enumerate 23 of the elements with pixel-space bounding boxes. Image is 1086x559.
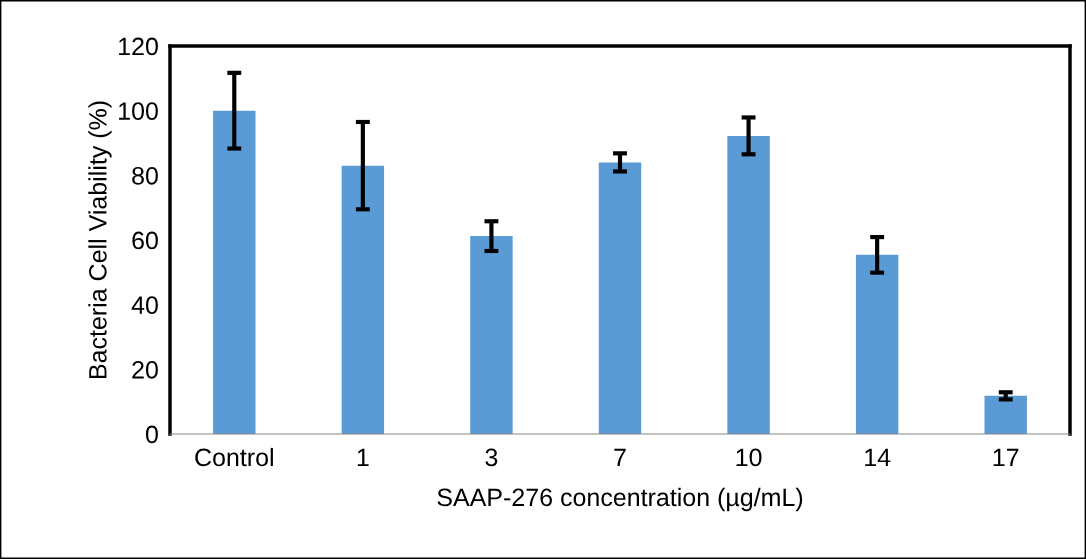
y-tick-label: 100 [119, 102, 158, 120]
y-tick-label: 80 [132, 166, 158, 185]
bar [213, 110, 256, 434]
bar [727, 135, 770, 434]
bar [598, 162, 642, 434]
x-tick-label: 14 [865, 448, 891, 467]
y-tick-label: 20 [132, 360, 158, 379]
x-tick-label: 10 [736, 448, 762, 467]
x-tick-label: 17 [993, 448, 1019, 467]
y-tick-label: 120 [119, 37, 158, 56]
bar [341, 165, 385, 434]
y-axis-title: Bacteria Cell Viability (%) [88, 101, 112, 379]
bar [855, 254, 899, 434]
y-tick-label: 40 [131, 296, 158, 314]
y-tick-label: 0 [145, 425, 158, 444]
bar [984, 395, 1027, 434]
x-tick-label: 7 [614, 448, 626, 467]
y-tick-label: 60 [132, 231, 158, 250]
bar [470, 236, 513, 434]
x-axis-title: SAAP-276 concentration (µg/mL) [437, 487, 803, 512]
x-tick-label: 1 [357, 448, 369, 467]
x-tick-label: Control [195, 447, 273, 467]
x-tick-label: 3 [485, 448, 498, 467]
